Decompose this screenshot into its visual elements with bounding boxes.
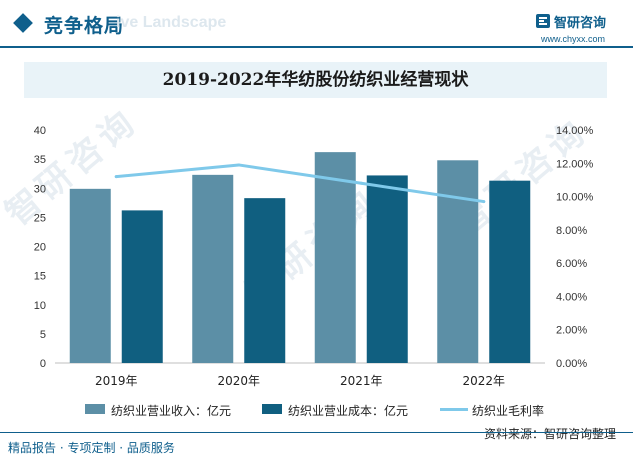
legend-swatch-revenue (85, 404, 105, 414)
y-left-tick-label: 35 (34, 154, 46, 166)
bar-cost (244, 198, 286, 363)
section-subtitle: ive Landscape (116, 14, 227, 31)
section-title: 竞争格局 (44, 15, 125, 37)
header-divider (0, 46, 633, 48)
y-left-tick-label: 30 (34, 183, 46, 195)
y-left-tick-label: 5 (40, 329, 46, 341)
y-right-tick-label: 0.00% (556, 358, 587, 370)
y-right-tick-label: 6.00% (556, 258, 587, 270)
legend-label-margin: 纺织业毛利率 (472, 404, 545, 418)
bar-revenue (437, 160, 479, 363)
line-margin (114, 163, 486, 204)
brand-name: 智研咨询 (554, 16, 607, 31)
x-tick-label: 2021年 (340, 374, 383, 388)
diamond-icon (13, 13, 33, 33)
y-left-tick-label: 15 (34, 271, 46, 283)
point-margin (359, 181, 363, 185)
y-right-tick-label: 12.00% (556, 158, 594, 170)
footer-divider (0, 432, 633, 433)
brand-logo-icon (536, 14, 550, 28)
y-right-tick-label: 2.00% (556, 325, 587, 337)
x-tick-label: 2020年 (217, 374, 260, 388)
legend-swatch-cost (262, 404, 282, 414)
source-note: 资料来源：智研咨询整理 (484, 427, 617, 441)
page-footer: 精品报告 · 专项定制 · 品质服务 (0, 432, 633, 461)
page-header: 竞争格局 ive Landscape 智研咨询 www.chyxx.com (0, 0, 633, 50)
bar-revenue (192, 174, 234, 363)
footer-text: 精品报告 · 专项定制 · 品质服务 (8, 441, 175, 455)
y-left-tick-label: 40 (34, 125, 46, 137)
y-left-tick-label: 25 (34, 212, 46, 224)
legend: 纺织业营业收入：亿元 纺织业营业成本：亿元 纺织业毛利率 (0, 398, 633, 422)
x-tick-label: 2019年 (95, 374, 138, 388)
bar-cost (366, 175, 408, 363)
point-margin (114, 175, 118, 179)
x-tick-label: 2022年 (462, 374, 505, 388)
bar-cost (121, 210, 163, 363)
y-left-tick-label: 20 (34, 242, 46, 254)
brand-url: www.chyxx.com (541, 34, 606, 44)
y-right-tick-label: 8.00% (556, 225, 587, 237)
y-right-tick-label: 10.00% (556, 192, 594, 204)
bar-revenue (314, 152, 356, 363)
point-margin (237, 163, 241, 167)
y-left-tick-label: 0 (40, 358, 46, 370)
legend-line-margin (440, 408, 468, 411)
chart-title: 2019-2022年华纺股份纺织业经营现状 (162, 70, 469, 90)
bar-cost (489, 180, 531, 363)
point-margin (482, 200, 486, 204)
bar-revenue (69, 188, 111, 363)
y-left-tick-label: 10 (34, 300, 46, 312)
y-right-tick-label: 4.00% (556, 291, 587, 303)
legend-label-cost: 纺织业营业成本：亿元 (288, 404, 409, 418)
chart: 0 5 10 15 20 25 30 35 40 0.00% 2.00% 4.00% 6.00% 8.00… (34, 125, 594, 388)
y-right-tick-label: 14.00% (556, 125, 594, 137)
chart-title-band: 2019-2022年华纺股份纺织业经营现状 (24, 62, 607, 98)
legend-label-revenue: 纺织业营业收入：亿元 (111, 404, 232, 418)
